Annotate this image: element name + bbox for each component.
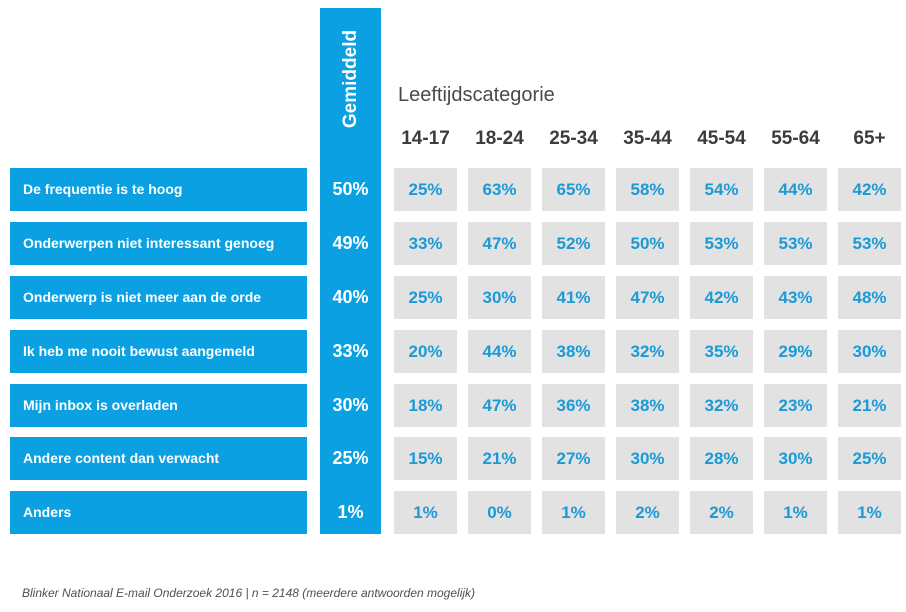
table-cell: 15%	[394, 437, 457, 480]
table-cell: 41%	[542, 276, 605, 319]
table-cell: 23%	[764, 384, 827, 427]
average-value: 30%	[332, 395, 369, 415]
table-cell: 25%	[838, 437, 901, 480]
table-cell: 43%	[764, 276, 827, 319]
row-label: Andere content dan verwacht	[10, 437, 307, 480]
table-cell: 1%	[394, 491, 457, 534]
row-label: De frequentie is te hoog	[10, 168, 307, 211]
table-cell: 21%	[468, 437, 531, 480]
table-cell: 30%	[764, 437, 827, 480]
table-cell: 38%	[542, 330, 605, 373]
average-value: 40%	[332, 287, 369, 307]
table-cell: 36%	[542, 384, 605, 427]
table-cell: 1%	[542, 491, 605, 534]
table-cell: 47%	[616, 276, 679, 319]
table-cell: 28%	[690, 437, 753, 480]
table-cell: 48%	[838, 276, 901, 319]
age-group-header: 65+	[853, 128, 886, 149]
table-cell: 27%	[542, 437, 605, 480]
table-cell: 53%	[838, 222, 901, 265]
age-group-header: 25-34	[549, 128, 598, 149]
table-cell: 18%	[394, 384, 457, 427]
table-cell: 30%	[616, 437, 679, 480]
table-cell: 20%	[394, 330, 457, 373]
table-cell: 30%	[838, 330, 901, 373]
table-cell: 33%	[394, 222, 457, 265]
table-cell: 52%	[542, 222, 605, 265]
age-category-title: Leeftijdscategorie	[398, 84, 555, 106]
age-group-header: 18-24	[475, 128, 524, 149]
average-value: 25%	[332, 448, 369, 468]
table-cell: 50%	[616, 222, 679, 265]
table-cell: 38%	[616, 384, 679, 427]
average-value: 50%	[332, 179, 369, 199]
table-cell: 2%	[616, 491, 679, 534]
table-cell: 47%	[468, 384, 531, 427]
source-footnote: Blinker Nationaal E-mail Onderzoek 2016 …	[22, 586, 476, 600]
table-cell: 63%	[468, 168, 531, 211]
table-cell: 25%	[394, 168, 457, 211]
table-cell: 1%	[764, 491, 827, 534]
row-label: Onderwerpen niet interessant genoeg	[10, 222, 307, 265]
table-cell: 32%	[690, 384, 753, 427]
table-cell: 21%	[838, 384, 901, 427]
age-group-header: 14-17	[401, 128, 450, 149]
table-cell: 35%	[690, 330, 753, 373]
table-cell: 53%	[764, 222, 827, 265]
average-column-background	[320, 8, 381, 534]
age-group-header: 35-44	[623, 128, 672, 149]
average-value: 1%	[337, 502, 364, 522]
average-value: 33%	[332, 341, 369, 361]
row-label: Anders	[10, 491, 307, 534]
average-value: 49%	[332, 233, 369, 253]
table-cell: 0%	[468, 491, 531, 534]
table-cell: 42%	[690, 276, 753, 319]
average-column-header: Gemiddeld	[320, 8, 381, 150]
age-group-header: 55-64	[771, 128, 820, 149]
table-cell: 25%	[394, 276, 457, 319]
table-cell: 1%	[838, 491, 901, 534]
table-cell: 58%	[616, 168, 679, 211]
table-cell: 29%	[764, 330, 827, 373]
row-label: Onderwerp is niet meer aan de orde	[10, 276, 307, 319]
age-group-header: 45-54	[697, 128, 746, 149]
table-cell: 53%	[690, 222, 753, 265]
row-label: Ik heb me nooit bewust aangemeld	[10, 330, 307, 373]
table-cell: 32%	[616, 330, 679, 373]
table-cell: 44%	[764, 168, 827, 211]
table-cell: 44%	[468, 330, 531, 373]
table-cell: 2%	[690, 491, 753, 534]
table-cell: 65%	[542, 168, 605, 211]
table-cell: 54%	[690, 168, 753, 211]
row-label: Mijn inbox is overladen	[10, 384, 307, 427]
average-header-label: Gemiddeld	[339, 29, 361, 129]
table-cell: 30%	[468, 276, 531, 319]
table-cell: 47%	[468, 222, 531, 265]
table-cell: 42%	[838, 168, 901, 211]
